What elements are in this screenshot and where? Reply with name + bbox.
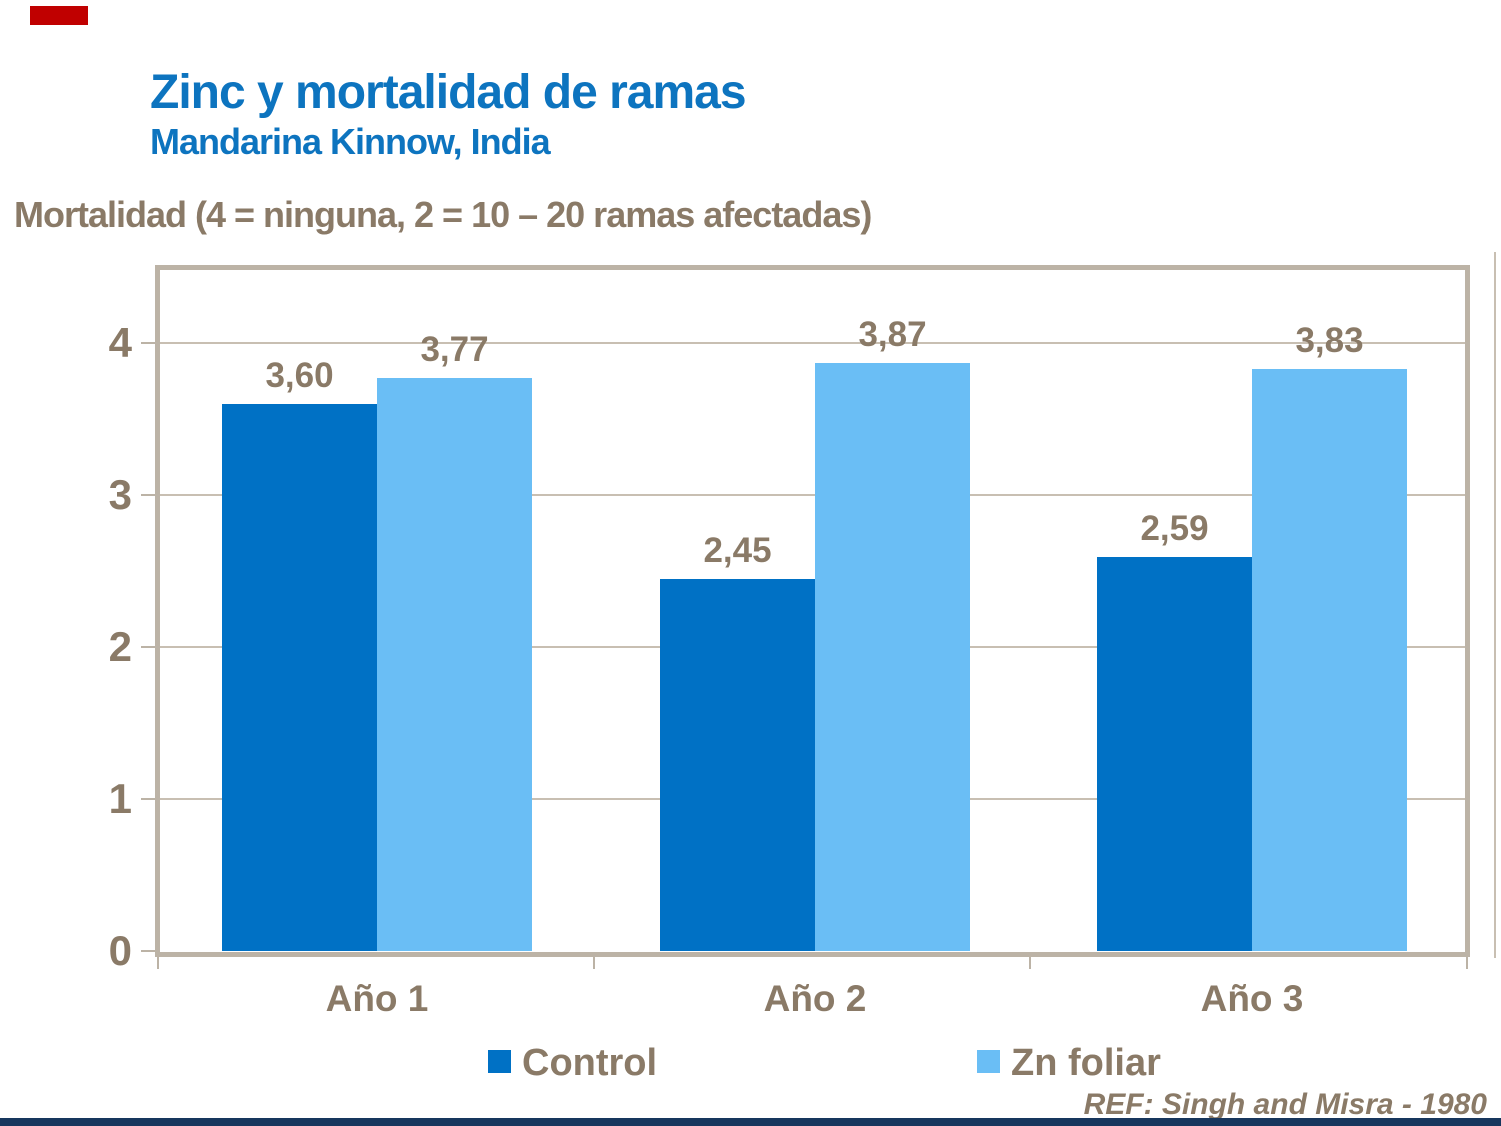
bar-zn-foliar-año-2 xyxy=(815,363,970,951)
bar-control-año-3 xyxy=(1097,557,1252,951)
bar-value-label: 3,83 xyxy=(1295,321,1364,360)
y-axis-title: Mortalidad (4 = ninguna, 2 = 10 – 20 ram… xyxy=(14,194,872,235)
bar-value-label: 2,59 xyxy=(1140,509,1209,548)
y-axis-tick-label-0: 0 xyxy=(108,927,132,974)
chart-subtitle: Mandarina Kinnow, India xyxy=(150,121,551,162)
bar-value-label: 3,60 xyxy=(265,356,334,395)
plot-area xyxy=(155,265,1470,957)
y-axis-tick-mark xyxy=(141,798,156,800)
bar-value-label: 3,87 xyxy=(858,315,927,354)
y-axis-tick-mark xyxy=(141,950,156,952)
chart-title: Zinc y mortalidad de ramas xyxy=(150,66,747,119)
red-accent-bar xyxy=(30,6,88,25)
legend-swatch-zn-foliar-icon xyxy=(977,1050,1000,1073)
bar-control-año-2 xyxy=(660,579,815,951)
y-axis-tick-mark xyxy=(141,646,156,648)
y-axis-tick-label-3: 3 xyxy=(108,471,132,518)
y-axis-tick-label-2: 2 xyxy=(108,623,132,670)
bar-value-label: 2,45 xyxy=(703,531,772,570)
bar-zn-foliar-año-1 xyxy=(377,378,532,951)
footer-bar xyxy=(0,1118,1501,1126)
bar-zn-foliar-año-3 xyxy=(1252,369,1407,951)
legend-label-control: Control xyxy=(522,1042,658,1084)
x-axis-category-label-3: Año 3 xyxy=(1200,978,1304,1019)
y-axis-tick-label-4: 4 xyxy=(108,319,132,366)
legend-swatch-control-icon xyxy=(488,1050,511,1073)
x-axis-tick-mark-0 xyxy=(157,957,159,969)
legend-label-zn-foliar: Zn foliar xyxy=(1011,1042,1161,1084)
gridline-3 xyxy=(160,494,1465,496)
x-axis-tick-mark-3 xyxy=(1466,957,1468,969)
right-edge-line xyxy=(1494,252,1496,958)
bar-value-label: 3,77 xyxy=(420,330,489,369)
x-axis-tick-mark-2 xyxy=(1029,957,1031,969)
x-axis-tick-mark-1 xyxy=(593,957,595,969)
x-axis-category-label-2: Año 2 xyxy=(763,978,867,1019)
gridline-4 xyxy=(160,342,1465,344)
reference-text: REF: Singh and Misra - 1980 xyxy=(1083,1088,1487,1121)
bar-control-año-1 xyxy=(222,404,377,951)
y-axis-tick-mark xyxy=(141,494,156,496)
y-axis-tick-mark xyxy=(141,342,156,344)
y-axis-tick-label-1: 1 xyxy=(108,775,132,822)
x-axis-category-label-1: Año 1 xyxy=(325,978,429,1019)
